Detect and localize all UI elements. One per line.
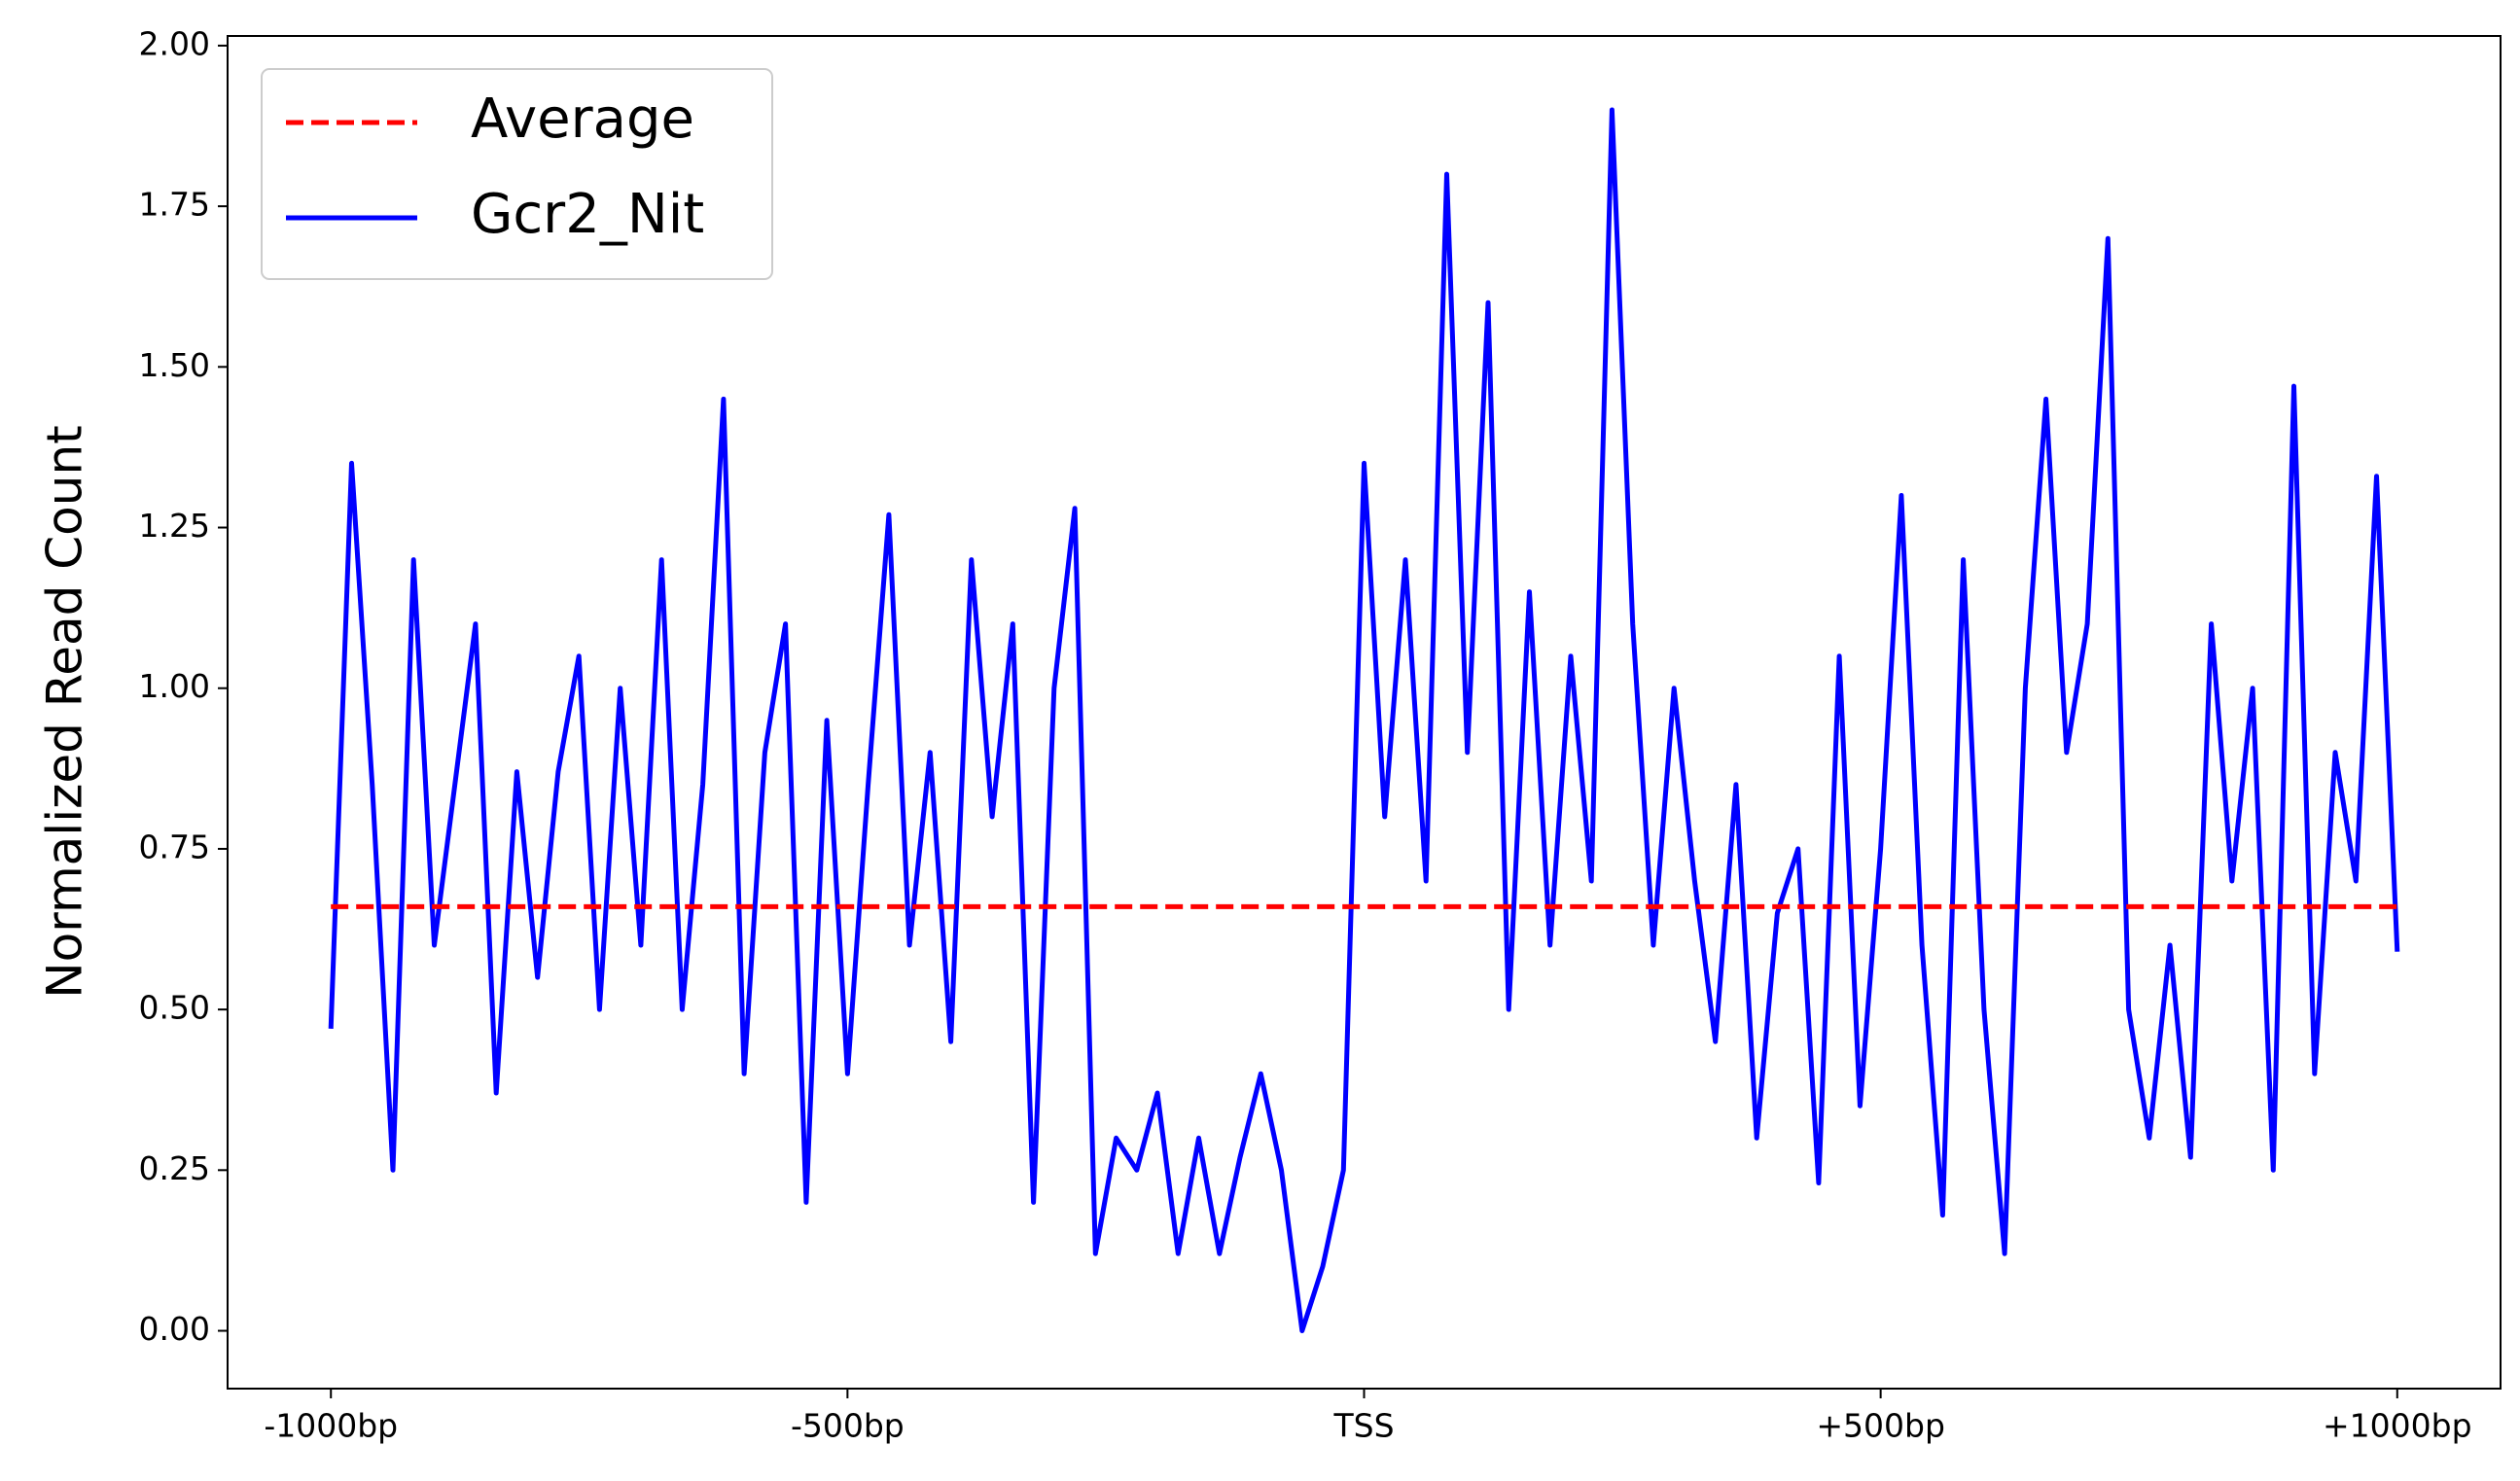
y-axis-label: Normalized Read Count (37, 425, 93, 998)
x-tick-label: +1000bp (2323, 1407, 2472, 1445)
y-tick-label: 0.50 (139, 989, 210, 1027)
y-tick-label: 1.00 (139, 667, 210, 705)
y-tick-label: 0.25 (139, 1149, 210, 1187)
y-tick-label: 1.75 (139, 186, 210, 224)
legend-label: Average (471, 88, 694, 151)
y-tick-label: 1.50 (139, 346, 210, 384)
x-tick-label: +500bp (1816, 1407, 1945, 1445)
x-tick-label: TSS (1332, 1407, 1394, 1445)
y-tick-label: 1.25 (139, 507, 210, 545)
x-tick-label: -500bp (791, 1407, 905, 1445)
y-tick-label: 0.00 (139, 1310, 210, 1348)
legend-label: Gcr2_Nit (471, 183, 704, 246)
series-line (328, 107, 2400, 1333)
plot-frame (227, 35, 2502, 1390)
x-tick-label: -1000bp (264, 1407, 398, 1445)
y-tick-label: 2.00 (139, 24, 210, 62)
y-tick-label: 0.75 (139, 828, 210, 865)
